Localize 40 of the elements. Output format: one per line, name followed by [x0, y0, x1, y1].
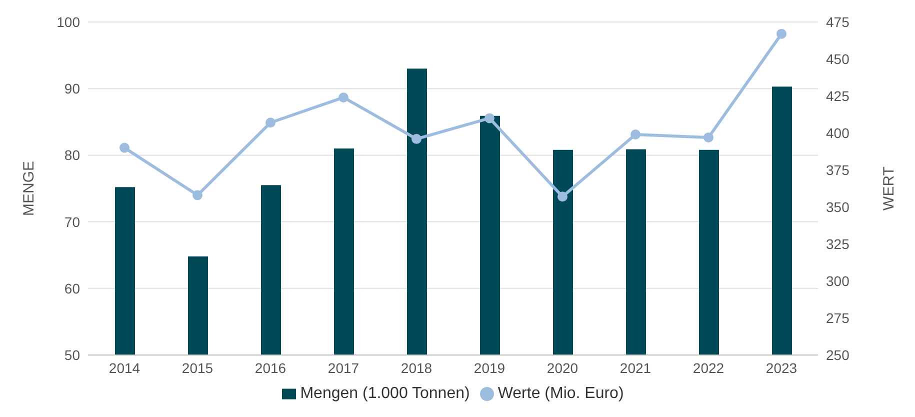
- x-tick-label: 2017: [328, 360, 360, 376]
- point: [266, 118, 276, 128]
- point: [338, 92, 348, 102]
- point: [704, 132, 714, 142]
- y-tick-label: 80: [64, 147, 80, 164]
- x-tick-label: 2023: [766, 360, 798, 376]
- y2-tick-label: 300: [826, 272, 850, 289]
- point: [412, 134, 422, 144]
- x-tick-label: 2020: [546, 360, 578, 376]
- y2-tick-label: 425: [826, 88, 850, 104]
- y-tick-label: 70: [64, 214, 80, 230]
- point: [630, 129, 640, 140]
- y2-tick-label: 250: [826, 346, 850, 363]
- y-tick-label: 50: [64, 346, 80, 363]
- y2-tick-label: 475: [826, 14, 850, 30]
- x-tick-label: 2019: [474, 360, 506, 376]
- x-tick-label: 2014: [108, 360, 140, 376]
- y-tick-label: 100: [56, 14, 80, 30]
- point: [484, 113, 494, 124]
- x-tick-label: 2016: [254, 360, 286, 376]
- legend-label: Werte (Mio. Euro): [498, 385, 624, 402]
- point: [558, 192, 568, 202]
- point: [192, 190, 202, 200]
- y2-tick-label: 350: [826, 198, 850, 215]
- y2-tick-label: 325: [826, 236, 850, 252]
- y2-tick-label: 450: [826, 50, 850, 67]
- x-tick-label: 2018: [400, 360, 432, 376]
- x-tick-label: 2022: [692, 360, 724, 376]
- x-tick-label: 2021: [620, 360, 652, 376]
- y2-tick-label: 400: [826, 124, 850, 141]
- y-axis-title: MENGE: [20, 160, 38, 216]
- point: [776, 28, 786, 39]
- legend-label: Mengen (1.000 Tonnen): [300, 385, 470, 402]
- x-tick-label: 2015: [182, 360, 214, 376]
- point: [120, 142, 130, 153]
- y2-tick-label: 375: [826, 162, 850, 178]
- y2-axis-title: WERT: [880, 166, 898, 210]
- y2-tick-label: 275: [826, 310, 850, 326]
- y-tick-label: 90: [64, 80, 80, 97]
- y-tick-label: 60: [64, 280, 80, 296]
